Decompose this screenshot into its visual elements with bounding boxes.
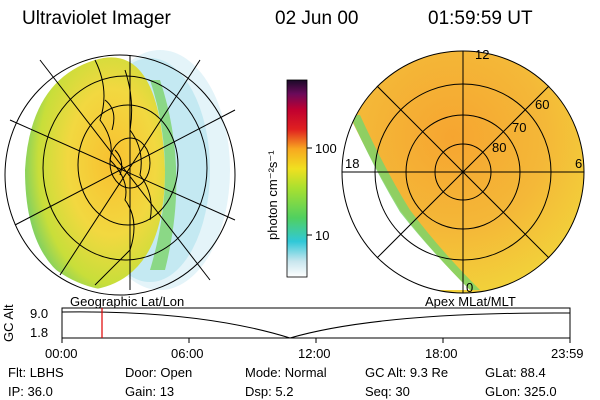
lat-lon-grid [4,54,236,296]
time-label: 01:59:59 UT [428,8,533,29]
alt-ytick-1: 1.8 [30,325,49,340]
mlt-label-12: 12 [475,47,490,62]
alt-xtick-2: 12:00 [298,346,331,361]
alt-ylabel: GC Alt [1,304,16,342]
mlt-label-0: 0 [466,280,474,295]
alt-xtick-1: 06:00 [171,346,204,361]
app-title: Ultraviolet Imager [22,8,171,29]
info-glat: GLat: 88.4 [485,365,546,380]
date-label: 02 Jun 00 [275,8,359,29]
alt-xtick-3: 18:00 [425,346,458,361]
info-gcalt: GC Alt: 9.3 Re [365,365,449,380]
mlt-label-6: 6 [575,156,583,171]
colorbar [286,79,312,278]
colorbar-tick-100: 100 [315,141,337,156]
mlat-mlt-grid [341,50,585,294]
mlt-label-18: 18 [345,156,360,171]
colorbar-label: photon cm⁻²s⁻¹ [265,150,280,240]
colorbar-tick-10: 10 [315,228,330,243]
alt-xtick-4: 23:59 [551,346,584,361]
info-flt: Flt: LBHS [8,365,64,380]
info-dsp: Dsp: 5.2 [245,384,294,399]
info-seq: Seq: 30 [365,384,410,399]
altitude-plot [61,307,571,343]
mlat-label-60: 60 [535,97,550,112]
info-door: Door: Open [125,365,193,380]
mlat-label-80: 80 [492,140,507,155]
info-mode: Mode: Normal [245,365,327,380]
info-gain: Gain: 13 [125,384,175,399]
info-ip: IP: 36.0 [8,384,53,399]
mlat-label-70: 70 [512,120,527,135]
right-caption: Apex MLat/MLT [425,294,516,309]
alt-ytick-9: 9.0 [30,306,49,321]
alt-xtick-0: 00:00 [45,346,78,361]
info-glon: GLon: 325.0 [485,384,557,399]
left-caption: Geographic Lat/Lon [70,294,185,309]
